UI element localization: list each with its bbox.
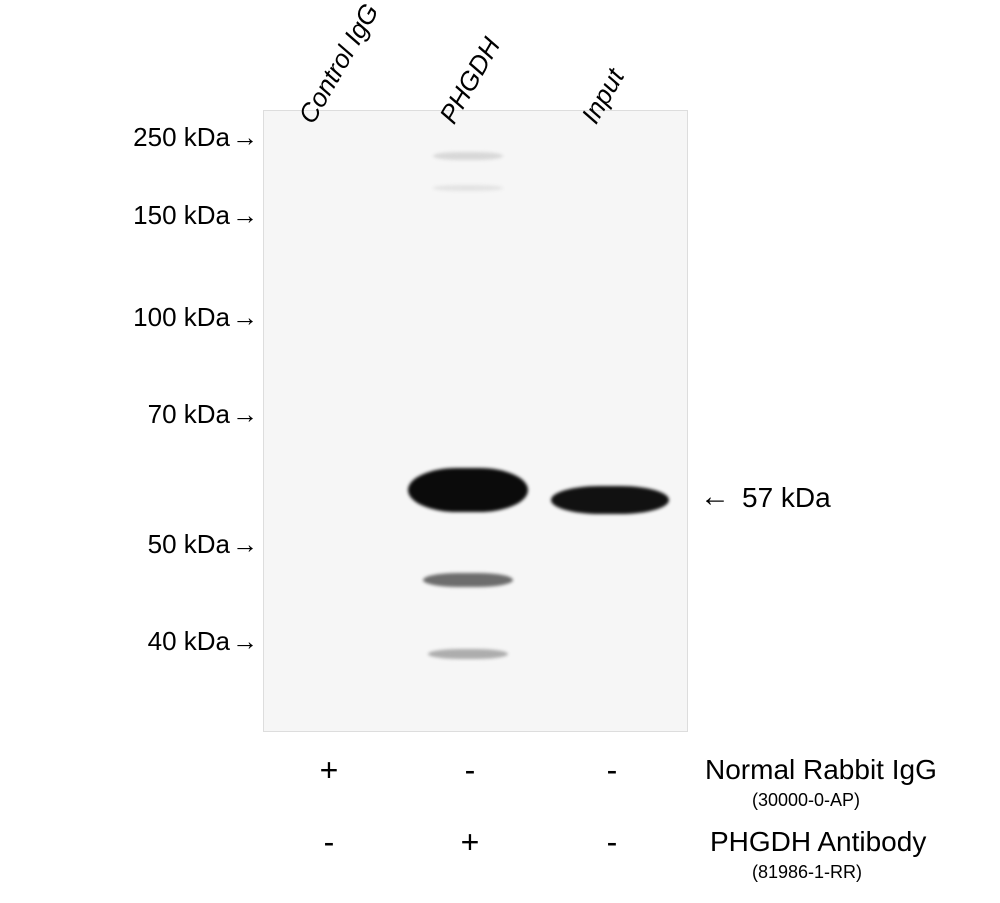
mw-marker-label: 70 kDa→ bbox=[148, 399, 258, 430]
blot-band bbox=[433, 185, 503, 191]
condition-label: Normal Rabbit IgG bbox=[705, 754, 937, 786]
condition-symbol: + bbox=[455, 824, 485, 861]
blot-band bbox=[408, 468, 528, 512]
blot-band bbox=[428, 649, 508, 659]
condition-symbol: - bbox=[314, 824, 344, 861]
condition-sublabel: (81986-1-RR) bbox=[752, 862, 862, 883]
arrow-right-icon: → bbox=[232, 529, 258, 560]
condition-symbol: - bbox=[597, 752, 627, 789]
arrow-right-icon: → bbox=[232, 302, 258, 333]
target-mw-label: 57 kDa bbox=[742, 482, 831, 514]
arrow-right-icon: → bbox=[232, 200, 258, 231]
mw-marker-label: 40 kDa→ bbox=[148, 626, 258, 657]
condition-symbol: + bbox=[314, 752, 344, 789]
mw-marker-label: 100 kDa→ bbox=[133, 302, 258, 333]
condition-label: PHGDH Antibody bbox=[710, 826, 926, 858]
blot-band bbox=[423, 573, 513, 587]
arrow-right-icon: → bbox=[232, 626, 258, 657]
mw-marker-label: 50 kDa→ bbox=[148, 529, 258, 560]
condition-symbol: - bbox=[597, 824, 627, 861]
blot-membrane bbox=[263, 110, 688, 732]
arrow-right-icon: → bbox=[232, 399, 258, 430]
blot-band bbox=[433, 152, 503, 160]
condition-symbol: - bbox=[455, 752, 485, 789]
arrow-right-icon: → bbox=[232, 122, 258, 153]
mw-marker-label: 150 kDa→ bbox=[133, 200, 258, 231]
condition-sublabel: (30000-0-AP) bbox=[752, 790, 860, 811]
target-arrow-icon: ← bbox=[700, 480, 730, 514]
blot-band bbox=[551, 486, 669, 514]
mw-marker-label: 250 kDa→ bbox=[133, 122, 258, 153]
western-blot-figure: WWW.PTGLAB.COM 250 kDa→150 kDa→100 kDa→7… bbox=[0, 0, 1000, 903]
